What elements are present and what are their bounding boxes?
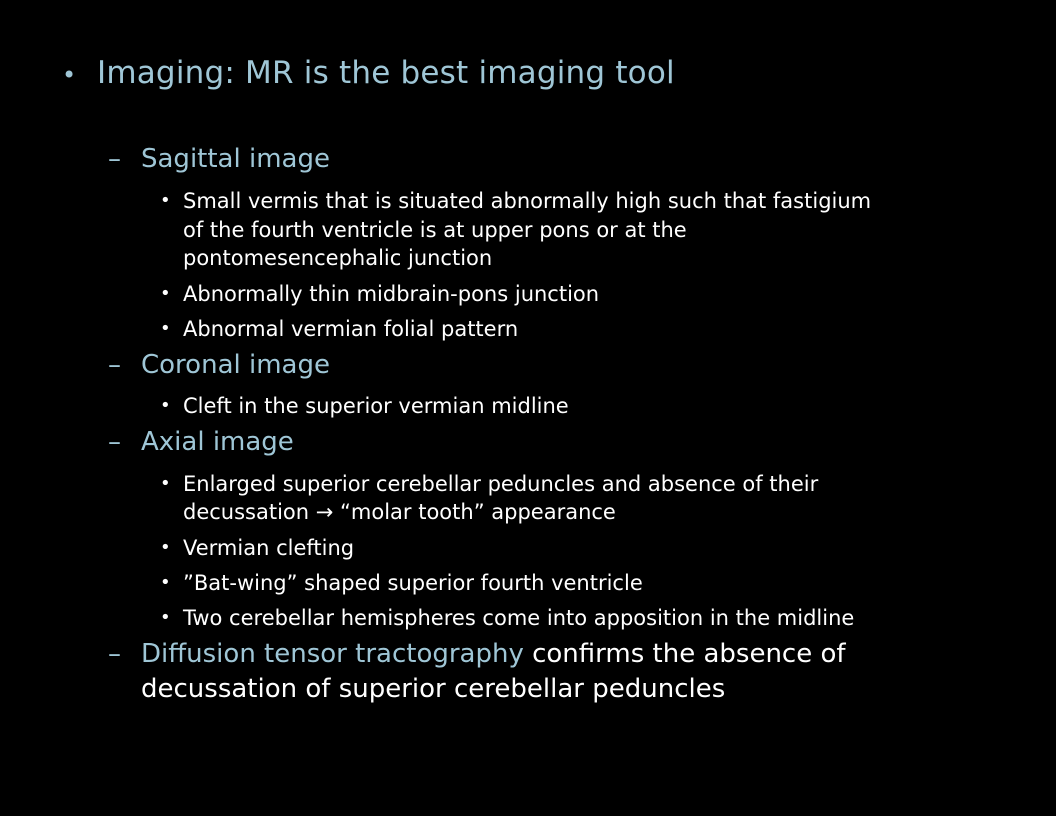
bullet-icon: •	[160, 473, 171, 494]
bullet-icon: •	[160, 572, 171, 593]
section-title: Axial image	[141, 427, 294, 457]
bullet-icon: •	[160, 537, 171, 558]
bullet-icon: •	[160, 318, 171, 339]
main-heading: Imaging: MR is the best imaging tool	[97, 55, 675, 91]
list-item-text: decussation → “molar tooth” appearance	[183, 500, 616, 524]
bullet-icon: •	[160, 395, 171, 416]
bullet-icon: •	[160, 607, 171, 628]
list-item-text: ”Bat-wing” shaped superior fourth ventri…	[183, 571, 643, 595]
dash-icon: –	[108, 144, 121, 174]
list-item-text: pontomesencephalic junction	[183, 246, 493, 270]
list-item-text: Abnormally thin midbrain-pons junction	[183, 282, 600, 306]
list-item-text: of the fourth ventricle is at upper pons…	[183, 218, 687, 242]
section-title: Coronal image	[141, 350, 330, 380]
list-item-text: Two cerebellar hemispheres come into app…	[183, 606, 855, 630]
dash-icon: –	[108, 639, 121, 669]
list-item-text: Enlarged superior cerebellar peduncles a…	[183, 472, 819, 496]
section-title-rest: confirms the absence of	[523, 639, 846, 669]
list-item-text: Abnormal vermian folial pattern	[183, 317, 519, 341]
section-title-highlight: Diffusion tensor tractography	[141, 639, 524, 669]
dash-icon: –	[108, 427, 121, 457]
list-item-text: Small vermis that is situated abnormally…	[183, 189, 872, 213]
section-title-rest: decussation of superior cerebellar pedun…	[141, 674, 726, 704]
bullet-icon: •	[160, 283, 171, 304]
list-item-text: Vermian clefting	[183, 536, 355, 560]
bullet-icon: •	[62, 61, 77, 89]
section-title: Sagittal image	[141, 144, 330, 174]
list-item-text: Cleft in the superior vermian midline	[183, 394, 569, 418]
dash-icon: –	[108, 350, 121, 380]
bullet-icon: •	[160, 190, 171, 211]
section-title: Diffusion tensor tractography confirms t…	[141, 639, 846, 669]
